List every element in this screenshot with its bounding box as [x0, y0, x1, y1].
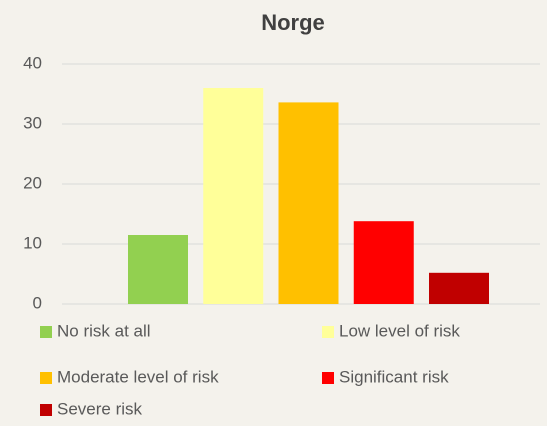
y-tick-label: 30 — [23, 113, 42, 132]
legend-label: Moderate level of risk — [57, 367, 219, 386]
y-tick-label: 20 — [23, 173, 42, 192]
legend-swatch — [40, 372, 52, 384]
bar — [353, 221, 414, 304]
legend-swatch — [40, 404, 52, 416]
bar — [278, 102, 339, 305]
legend-swatch — [322, 372, 334, 384]
legend-label: Significant risk — [339, 367, 449, 386]
legend-label: Low level of risk — [339, 321, 460, 340]
bar — [128, 235, 188, 304]
bar — [429, 272, 489, 304]
legend-label: Severe risk — [57, 399, 143, 418]
legend-swatch — [40, 326, 52, 338]
chart-title: Norge — [261, 10, 325, 35]
legend-label: No risk at all — [57, 321, 151, 340]
y-tick-label: 0 — [33, 293, 42, 312]
y-tick-label: 10 — [23, 233, 42, 252]
legend-swatch — [322, 326, 334, 338]
y-tick-label: 40 — [23, 53, 42, 72]
bar — [203, 88, 264, 304]
